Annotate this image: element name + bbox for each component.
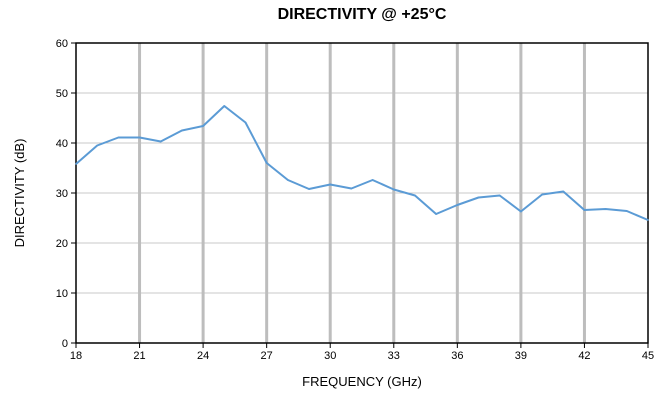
x-tick-label: 18 — [70, 350, 82, 362]
x-tick-label: 42 — [578, 350, 590, 362]
data-point — [562, 190, 565, 193]
data-point — [477, 196, 480, 199]
data-point — [583, 209, 586, 211]
data-point — [244, 121, 247, 124]
data-point — [541, 193, 543, 196]
x-tick-label: 45 — [642, 350, 654, 362]
chart-title: DIRECTIVITY @ +25°C — [277, 6, 447, 23]
x-tick-label: 30 — [324, 350, 336, 362]
data-point — [75, 163, 77, 165]
data-point — [498, 194, 501, 197]
data-point — [329, 183, 332, 186]
y-tick-label: 10 — [56, 288, 68, 300]
axes — [71, 42, 649, 348]
x-axis-label: FREQUENCY (GHz) — [302, 374, 422, 389]
data-point — [414, 194, 416, 197]
data-point — [117, 136, 120, 139]
x-tick-label: 24 — [197, 350, 209, 362]
data-point — [202, 125, 204, 127]
x-tick-label: 36 — [451, 350, 463, 362]
grid — [76, 42, 648, 343]
y-axis-label: DIRECTIVITY (dB) — [12, 139, 27, 248]
data-point — [265, 162, 268, 164]
data-point — [223, 105, 226, 107]
data-point — [647, 219, 649, 221]
y-tick-labels: 0 10 20 30 40 50 60 — [56, 38, 68, 350]
data-point — [392, 188, 395, 191]
series-layer — [75, 105, 649, 221]
data-point — [435, 213, 437, 215]
y-tick-label: 50 — [56, 88, 68, 100]
series-line — [75, 105, 649, 221]
x-tick-label: 33 — [388, 350, 400, 362]
y-tick-label: 40 — [56, 138, 68, 150]
data-point — [159, 140, 162, 143]
data-point — [181, 129, 183, 132]
data-point — [520, 210, 522, 213]
data-point — [604, 208, 607, 210]
data-point — [138, 136, 141, 139]
x-tick-labels: 18 21 24 27 30 33 36 39 42 45 — [70, 350, 654, 362]
x-tick-label: 21 — [133, 350, 145, 362]
x-tick-label: 27 — [261, 350, 273, 362]
y-tick-label: 30 — [56, 188, 68, 200]
data-point — [350, 187, 353, 190]
data-point — [287, 179, 289, 181]
data-point — [456, 204, 459, 206]
data-point — [308, 188, 310, 190]
y-tick-label: 0 — [62, 338, 68, 350]
data-point — [626, 210, 628, 212]
data-point — [371, 179, 374, 181]
x-tick-label: 39 — [515, 350, 527, 362]
data-point — [96, 144, 98, 147]
y-tick-label: 20 — [56, 238, 68, 250]
y-tick-label: 60 — [56, 38, 68, 50]
